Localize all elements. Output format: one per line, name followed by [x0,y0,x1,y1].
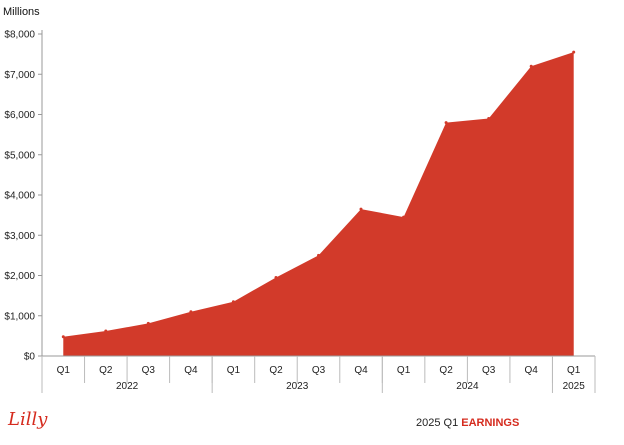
x-tick-label: Q1 [227,365,241,376]
data-point [572,50,576,54]
x-year-label: 2023 [286,381,309,392]
x-tick-label: Q1 [57,365,71,376]
x-tick-label: Q2 [269,365,283,376]
data-point [274,276,278,279]
y-tick-label: $4,000 [4,191,35,202]
x-tick-label: Q1 [397,365,411,376]
y-tick-label: $7,000 [4,70,35,81]
data-point [402,215,406,219]
y-tick-label: $1,000 [4,311,35,322]
x-tick-label: Q3 [312,365,326,376]
x-tick-label: Q4 [354,365,368,376]
data-point [487,117,491,120]
y-axis-label: Millions [3,6,40,18]
y-tick-label: $2,000 [4,271,35,282]
footer: Lilly 2025 Q1 EARNINGS [0,409,624,437]
data-point [61,335,65,339]
x-tick-label: Q3 [482,365,496,376]
y-tick-label: $0 [24,352,36,363]
data-point [104,329,108,333]
x-year-label: 2024 [456,381,479,392]
x-tick-label: Q2 [439,365,453,376]
y-tick-label: $3,000 [4,231,35,242]
series-area [63,52,574,356]
x-year-label: 2022 [116,381,139,392]
data-point [359,207,363,211]
x-tick-label: Q4 [184,365,198,376]
x-year-label: 2025 [563,381,586,392]
data-point [231,300,235,304]
report-title-accent: EARNINGS [461,417,520,429]
data-point [189,310,193,314]
report-title: 2025 Q1 EARNINGS [416,417,519,429]
data-point [444,121,448,125]
data-point [317,253,320,257]
x-tick-label: Q3 [142,365,156,376]
revenue-area-chart: Millions $0 $1,000 $2,000 $3,000 $4,000 $5,00… [3,6,596,393]
x-tick-label: Q1 [567,365,581,376]
y-tick-label: $8,000 [4,30,35,41]
x-tick-label: Q2 [99,365,113,376]
data-point [146,321,150,325]
data-point [529,64,533,68]
x-tick-label: Q4 [525,365,539,376]
y-tick-label: $5,000 [4,150,35,161]
y-tick-label: $6,000 [4,110,35,121]
report-title-prefix: 2025 Q1 [416,417,462,429]
company-logo: Lilly [8,409,48,430]
